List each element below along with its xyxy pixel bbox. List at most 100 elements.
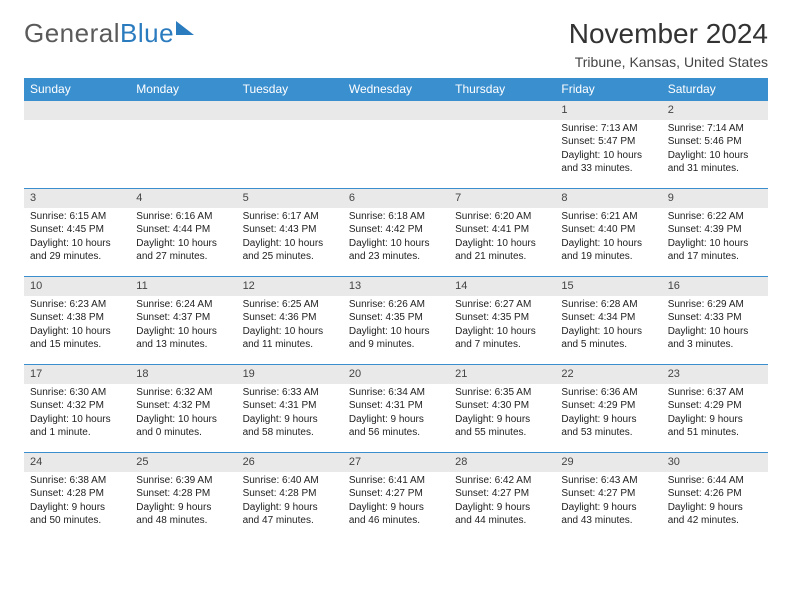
day-number: 1: [555, 101, 661, 120]
daylight-text: Daylight: 9 hours and 44 minutes.: [455, 501, 549, 528]
daylight-text: Daylight: 10 hours and 9 minutes.: [349, 325, 443, 352]
day-number: [24, 101, 130, 120]
daylight-text: Daylight: 9 hours and 58 minutes.: [243, 413, 337, 440]
calendar-day-cell: 11Sunrise: 6:24 AMSunset: 4:37 PMDayligh…: [130, 277, 236, 365]
brand-mark-icon: [176, 21, 194, 35]
day-body: Sunrise: 6:37 AMSunset: 4:29 PMDaylight:…: [662, 384, 768, 444]
day-number: 28: [449, 453, 555, 472]
sunset-text: Sunset: 4:32 PM: [30, 399, 124, 413]
location-label: Tribune, Kansas, United States: [569, 54, 768, 70]
month-title: November 2024: [569, 18, 768, 50]
day-body: Sunrise: 6:39 AMSunset: 4:28 PMDaylight:…: [130, 472, 236, 532]
sunrise-text: Sunrise: 6:42 AM: [455, 474, 549, 488]
calendar-table: SundayMondayTuesdayWednesdayThursdayFrid…: [24, 78, 768, 541]
daylight-text: Daylight: 9 hours and 51 minutes.: [668, 413, 762, 440]
day-number: [130, 101, 236, 120]
sunset-text: Sunset: 4:36 PM: [243, 311, 337, 325]
sunset-text: Sunset: 5:46 PM: [668, 135, 762, 149]
sunset-text: Sunset: 4:31 PM: [243, 399, 337, 413]
day-body: Sunrise: 6:30 AMSunset: 4:32 PMDaylight:…: [24, 384, 130, 444]
day-body: Sunrise: 6:28 AMSunset: 4:34 PMDaylight:…: [555, 296, 661, 356]
day-body: Sunrise: 6:36 AMSunset: 4:29 PMDaylight:…: [555, 384, 661, 444]
sunrise-text: Sunrise: 6:28 AM: [561, 298, 655, 312]
day-body: Sunrise: 6:15 AMSunset: 4:45 PMDaylight:…: [24, 208, 130, 268]
daylight-text: Daylight: 9 hours and 53 minutes.: [561, 413, 655, 440]
calendar-header-row: SundayMondayTuesdayWednesdayThursdayFrid…: [24, 78, 768, 101]
calendar-day-cell: 28Sunrise: 6:42 AMSunset: 4:27 PMDayligh…: [449, 453, 555, 541]
sunrise-text: Sunrise: 6:24 AM: [136, 298, 230, 312]
sunrise-text: Sunrise: 6:25 AM: [243, 298, 337, 312]
sunset-text: Sunset: 4:28 PM: [136, 487, 230, 501]
sunrise-text: Sunrise: 6:35 AM: [455, 386, 549, 400]
calendar-week-row: 17Sunrise: 6:30 AMSunset: 4:32 PMDayligh…: [24, 365, 768, 453]
sunset-text: Sunset: 4:43 PM: [243, 223, 337, 237]
day-body: Sunrise: 6:33 AMSunset: 4:31 PMDaylight:…: [237, 384, 343, 444]
calendar-day-cell: 2Sunrise: 7:14 AMSunset: 5:46 PMDaylight…: [662, 101, 768, 189]
weekday-header: Tuesday: [237, 78, 343, 101]
sunrise-text: Sunrise: 6:30 AM: [30, 386, 124, 400]
sunrise-text: Sunrise: 6:32 AM: [136, 386, 230, 400]
sunrise-text: Sunrise: 6:40 AM: [243, 474, 337, 488]
sunset-text: Sunset: 4:27 PM: [561, 487, 655, 501]
sunset-text: Sunset: 4:27 PM: [455, 487, 549, 501]
sunset-text: Sunset: 4:29 PM: [668, 399, 762, 413]
day-body: Sunrise: 7:14 AMSunset: 5:46 PMDaylight:…: [662, 120, 768, 180]
calendar-day-cell: 26Sunrise: 6:40 AMSunset: 4:28 PMDayligh…: [237, 453, 343, 541]
day-number: 23: [662, 365, 768, 384]
calendar-day-cell: 3Sunrise: 6:15 AMSunset: 4:45 PMDaylight…: [24, 189, 130, 277]
day-number: 18: [130, 365, 236, 384]
day-number: 8: [555, 189, 661, 208]
day-body: Sunrise: 6:40 AMSunset: 4:28 PMDaylight:…: [237, 472, 343, 532]
day-body: Sunrise: 6:34 AMSunset: 4:31 PMDaylight:…: [343, 384, 449, 444]
day-body: Sunrise: 6:24 AMSunset: 4:37 PMDaylight:…: [130, 296, 236, 356]
daylight-text: Daylight: 10 hours and 3 minutes.: [668, 325, 762, 352]
calendar-day-cell: 29Sunrise: 6:43 AMSunset: 4:27 PMDayligh…: [555, 453, 661, 541]
day-body: Sunrise: 6:25 AMSunset: 4:36 PMDaylight:…: [237, 296, 343, 356]
day-number: 24: [24, 453, 130, 472]
day-number: 19: [237, 365, 343, 384]
day-number: 15: [555, 277, 661, 296]
daylight-text: Daylight: 10 hours and 1 minute.: [30, 413, 124, 440]
weekday-header: Sunday: [24, 78, 130, 101]
calendar-day-cell: 5Sunrise: 6:17 AMSunset: 4:43 PMDaylight…: [237, 189, 343, 277]
day-body: Sunrise: 6:20 AMSunset: 4:41 PMDaylight:…: [449, 208, 555, 268]
day-number: 10: [24, 277, 130, 296]
day-number: 20: [343, 365, 449, 384]
day-body: Sunrise: 6:23 AMSunset: 4:38 PMDaylight:…: [24, 296, 130, 356]
sunrise-text: Sunrise: 6:21 AM: [561, 210, 655, 224]
sunrise-text: Sunrise: 6:23 AM: [30, 298, 124, 312]
sunset-text: Sunset: 4:29 PM: [561, 399, 655, 413]
calendar-day-cell: 23Sunrise: 6:37 AMSunset: 4:29 PMDayligh…: [662, 365, 768, 453]
calendar-day-cell: 30Sunrise: 6:44 AMSunset: 4:26 PMDayligh…: [662, 453, 768, 541]
calendar-week-row: 24Sunrise: 6:38 AMSunset: 4:28 PMDayligh…: [24, 453, 768, 541]
calendar-day-cell: 22Sunrise: 6:36 AMSunset: 4:29 PMDayligh…: [555, 365, 661, 453]
day-body: Sunrise: 6:18 AMSunset: 4:42 PMDaylight:…: [343, 208, 449, 268]
brand-logo: GeneralBlue: [24, 18, 194, 49]
sunrise-text: Sunrise: 6:20 AM: [455, 210, 549, 224]
sunrise-text: Sunrise: 6:16 AM: [136, 210, 230, 224]
calendar-day-cell: 12Sunrise: 6:25 AMSunset: 4:36 PMDayligh…: [237, 277, 343, 365]
calendar-empty-cell: [237, 101, 343, 189]
day-body: Sunrise: 6:43 AMSunset: 4:27 PMDaylight:…: [555, 472, 661, 532]
sunset-text: Sunset: 4:37 PM: [136, 311, 230, 325]
day-body: [130, 120, 236, 134]
calendar-day-cell: 7Sunrise: 6:20 AMSunset: 4:41 PMDaylight…: [449, 189, 555, 277]
daylight-text: Daylight: 10 hours and 25 minutes.: [243, 237, 337, 264]
daylight-text: Daylight: 10 hours and 29 minutes.: [30, 237, 124, 264]
calendar-empty-cell: [449, 101, 555, 189]
day-body: Sunrise: 6:42 AMSunset: 4:27 PMDaylight:…: [449, 472, 555, 532]
sunset-text: Sunset: 4:28 PM: [30, 487, 124, 501]
day-number: 11: [130, 277, 236, 296]
day-number: 6: [343, 189, 449, 208]
calendar-week-row: 10Sunrise: 6:23 AMSunset: 4:38 PMDayligh…: [24, 277, 768, 365]
sunrise-text: Sunrise: 6:22 AM: [668, 210, 762, 224]
sunrise-text: Sunrise: 6:37 AM: [668, 386, 762, 400]
day-body: Sunrise: 6:32 AMSunset: 4:32 PMDaylight:…: [130, 384, 236, 444]
daylight-text: Daylight: 9 hours and 42 minutes.: [668, 501, 762, 528]
daylight-text: Daylight: 10 hours and 5 minutes.: [561, 325, 655, 352]
day-body: Sunrise: 7:13 AMSunset: 5:47 PMDaylight:…: [555, 120, 661, 180]
sunset-text: Sunset: 4:35 PM: [455, 311, 549, 325]
sunrise-text: Sunrise: 6:15 AM: [30, 210, 124, 224]
day-number: [449, 101, 555, 120]
calendar-day-cell: 24Sunrise: 6:38 AMSunset: 4:28 PMDayligh…: [24, 453, 130, 541]
